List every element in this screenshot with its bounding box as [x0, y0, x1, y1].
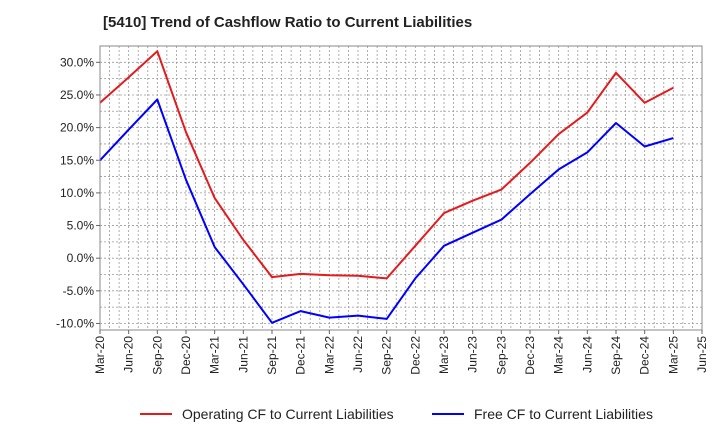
x-axis-tick-labels: Mar-20 Jun-20 Sep-20 Dec-20 Mar-21 Jun-21 Sep-… — [93, 330, 709, 375]
x-tick-label: Dec-21 — [294, 336, 308, 375]
legend-label: Operating CF to Current Liabilities — [182, 406, 394, 422]
y-tick-label: 30.0% — [60, 55, 94, 69]
y-tick-label: 15.0% — [60, 153, 94, 167]
x-tick-label: Mar-24 — [552, 336, 566, 374]
x-tick-label: Dec-23 — [523, 336, 537, 375]
x-tick-label: Jun-25 — [695, 336, 709, 373]
x-tick-label: Jun-20 — [122, 336, 136, 373]
y-tick-label: 10.0% — [60, 186, 94, 200]
x-tick-label: Sep-20 — [150, 336, 164, 375]
x-tick-label: Jun-22 — [351, 336, 365, 373]
x-tick-label: Dec-20 — [179, 336, 193, 375]
x-tick-label: Dec-22 — [408, 336, 422, 375]
series-lines — [99, 50, 674, 324]
x-tick-label: Jun-23 — [466, 336, 480, 373]
y-tick-label: -10.0% — [56, 316, 94, 330]
y-tick-label: 25.0% — [60, 88, 94, 102]
legend: Operating CF to Current Liabilities Free … — [140, 406, 653, 422]
x-tick-label: Sep-24 — [609, 336, 623, 375]
x-tick-label: Mar-22 — [322, 336, 336, 374]
y-tick-label: 0.0% — [67, 251, 95, 265]
x-tick-label: Sep-23 — [494, 336, 508, 375]
legend-label: Free CF to Current Liabilities — [474, 406, 653, 422]
x-tick-label: Dec-24 — [638, 336, 652, 375]
grid-lines — [100, 46, 702, 330]
x-tick-label: Sep-21 — [265, 336, 279, 375]
y-tick-label: 20.0% — [60, 121, 94, 135]
x-tick-label: Mar-20 — [93, 336, 107, 374]
x-tick-label: Jun-24 — [580, 336, 594, 373]
chart-title: [5410] Trend of Cashflow Ratio to Curren… — [103, 14, 473, 31]
x-tick-label: Mar-23 — [437, 336, 451, 374]
y-tick-label: 5.0% — [67, 219, 95, 233]
x-tick-label: Jun-21 — [236, 336, 250, 373]
x-tick-label: Sep-22 — [380, 336, 394, 375]
y-tick-label: -5.0% — [63, 284, 95, 298]
x-tick-label: Mar-21 — [208, 336, 222, 374]
x-tick-label: Mar-25 — [666, 336, 680, 374]
plot-frame — [99, 45, 703, 331]
y-axis-tick-labels: 30.0% 25.0% 20.0% 15.0% 10.0% 5.0% 0.0% -5.0% -1… — [56, 55, 100, 330]
